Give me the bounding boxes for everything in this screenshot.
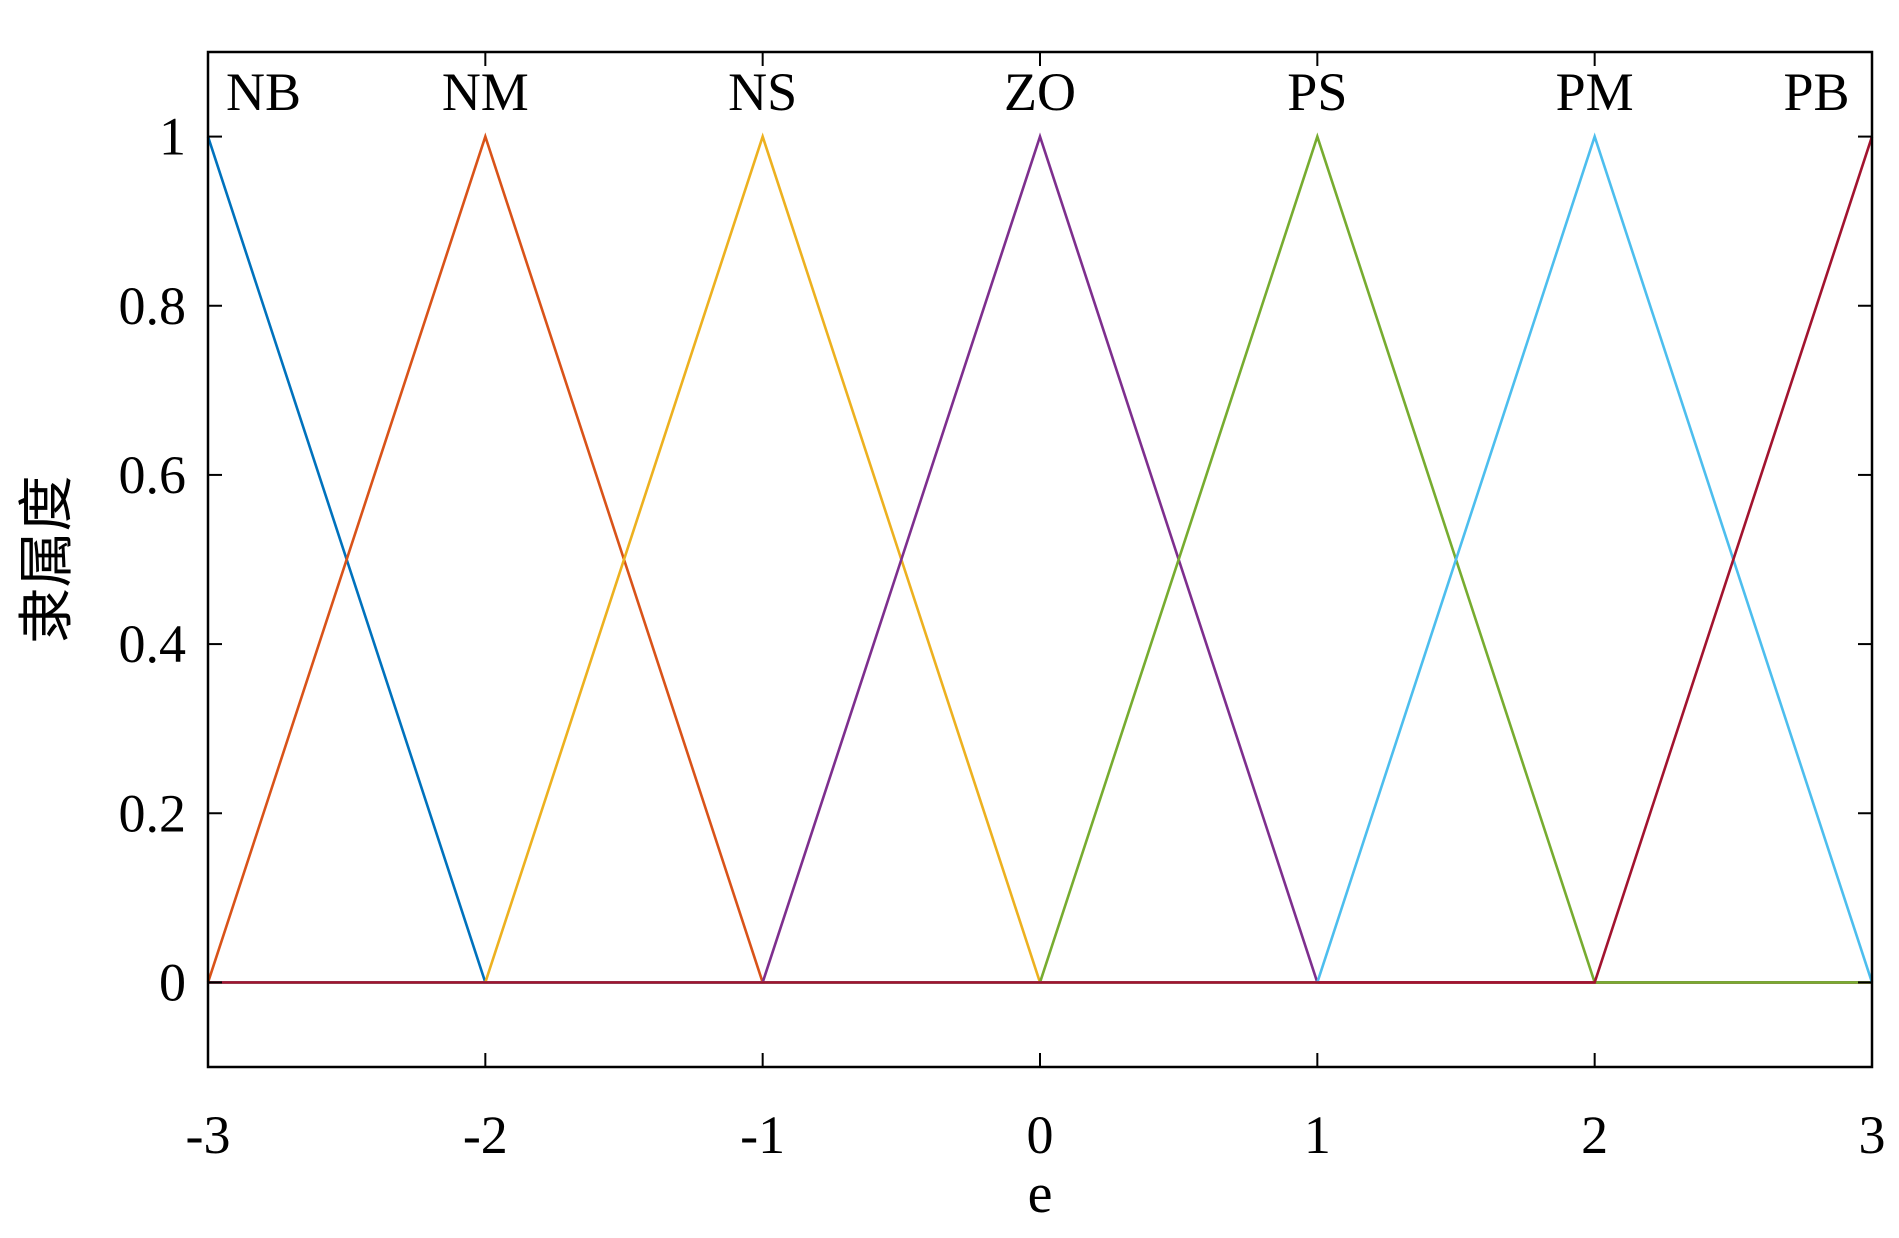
y-tick-label-1: 0.2 (119, 783, 187, 843)
x-tick-label-6: 3 (1859, 1105, 1886, 1165)
x-tick-label-5: 2 (1581, 1105, 1608, 1165)
y-tick-label-0: 0 (159, 952, 186, 1012)
series-label-nm: NM (442, 62, 529, 122)
x-tick-label-2: -1 (740, 1105, 785, 1165)
x-tick-label-0: -3 (186, 1105, 231, 1165)
series-label-ps: PS (1287, 62, 1347, 122)
y-tick-label-4: 0.8 (119, 276, 187, 336)
x-tick-label-1: -2 (463, 1105, 508, 1165)
series-line-pb (208, 136, 1874, 984)
x-axis-label: e (1028, 1163, 1053, 1225)
series-labels: NB NM NS ZO PS PM PB (226, 62, 1850, 122)
series-label-pm: PM (1556, 62, 1634, 122)
x-tick-labels: -3 -2 -1 0 1 2 3 (186, 1105, 1886, 1165)
y-tick-labels: 0 0.2 0.4 0.6 0.8 1 (119, 107, 187, 1013)
series-label-zo: ZO (1004, 62, 1076, 122)
y-tick-label-2: 0.4 (119, 614, 187, 674)
x-tick-label-3: 0 (1027, 1105, 1054, 1165)
x-tick-label-4: 1 (1304, 1105, 1331, 1165)
series-label-pb: PB (1784, 62, 1850, 122)
series-label-nb: NB (226, 62, 301, 122)
plot-frame (206, 50, 1874, 1069)
y-tick-label-3: 0.6 (119, 445, 187, 505)
ticks-layer (207, 52, 1873, 1067)
y-axis-label: 隶属度 (17, 476, 79, 644)
series-layer (206, 132, 1874, 984)
series-label-ns: NS (728, 62, 797, 122)
y-tick-label-5: 1 (159, 107, 186, 167)
